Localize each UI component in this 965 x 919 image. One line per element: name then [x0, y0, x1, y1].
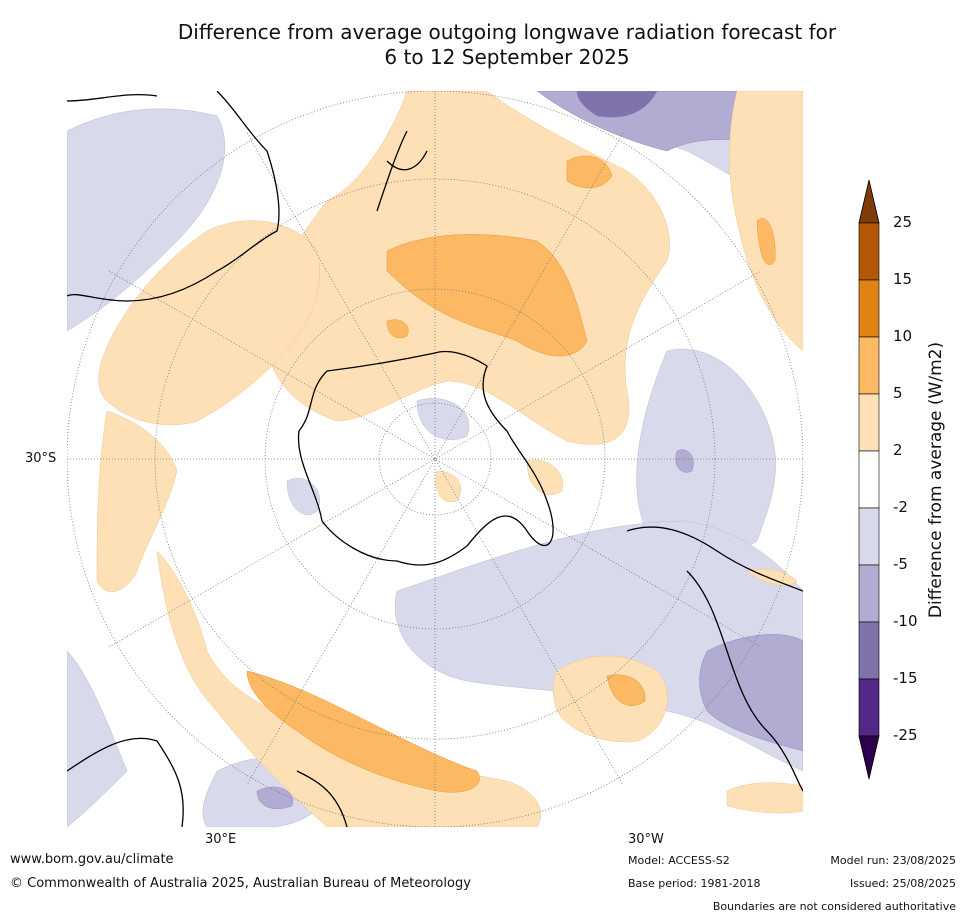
map-title: Difference from average outgoing longwav… — [60, 20, 954, 70]
lon-label-30e: 30°E — [205, 832, 237, 847]
colorbar-tick-label: -25 — [893, 726, 918, 744]
copyright-text: © Commonwealth of Australia 2025, Austra… — [10, 876, 471, 891]
colorbar-tick-label: 10 — [893, 327, 913, 345]
model-text: Model: ACCESS-S2 — [628, 854, 730, 867]
title-line-2: 6 to 12 September 2025 — [384, 45, 630, 69]
positive-anomaly-mid — [246, 155, 776, 793]
graticule — [67, 91, 803, 827]
colorbar-tick-label: -15 — [893, 669, 918, 687]
colorbar-extend-bottom — [858, 735, 880, 780]
colorbar-segment — [858, 279, 880, 338]
colorbar-tick-label: -10 — [893, 612, 918, 630]
issued-text: Issued: 25/08/2025 — [849, 877, 956, 890]
colorbar-segment — [858, 564, 880, 623]
colorbar-label: Difference from average (W/m2) — [926, 341, 946, 619]
colorbar-extend-top — [858, 179, 880, 224]
colorbar-segment — [858, 621, 880, 680]
lon-label-30w: 30°W — [628, 832, 664, 847]
polar-map[interactable] — [67, 91, 803, 827]
lat-label-30s: 30°S — [25, 451, 57, 466]
colorbar-tick-label: -5 — [893, 555, 908, 573]
colorbar-segment — [858, 222, 880, 281]
colorbar-segment — [858, 393, 880, 452]
title-line-1: Difference from average outgoing longwav… — [177, 20, 837, 44]
colorbar-tick-label: 15 — [893, 270, 913, 288]
colorbar-segment — [858, 507, 880, 566]
map-svg — [67, 91, 803, 827]
colorbar-segment — [858, 450, 880, 509]
colorbar-segment — [858, 678, 880, 737]
colorbar-segment — [858, 336, 880, 395]
colorbar-tick-label: 25 — [893, 213, 913, 231]
base-period-text: Base period: 1981-2018 — [628, 877, 761, 890]
coastlines — [67, 91, 803, 827]
colorbar-svg — [858, 179, 880, 780]
colorbar — [855, 179, 895, 785]
disclaimer-text: Boundaries are not considered authoritat… — [712, 900, 956, 913]
model-run-text: Model run: 23/08/2025 — [830, 854, 956, 867]
colorbar-tick-label: 2 — [893, 441, 903, 459]
colorbar-tick-label: 5 — [893, 384, 903, 402]
colorbar-tick-label: -2 — [893, 498, 908, 516]
website-link[interactable]: www.bom.gov.au/climate — [10, 852, 174, 867]
